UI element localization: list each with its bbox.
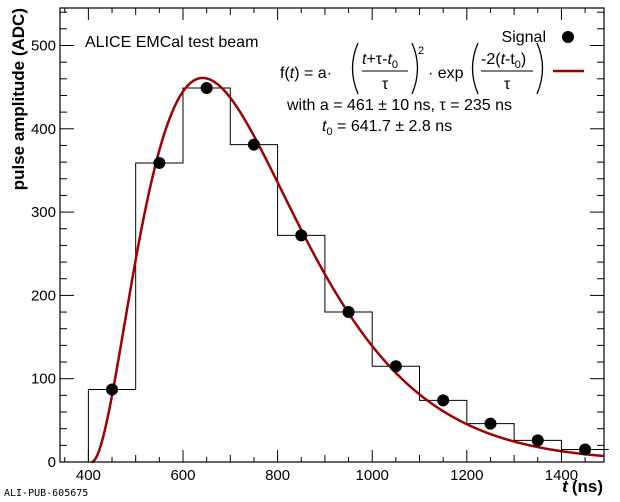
annotation-title: ALICE EMCal test beam	[85, 34, 258, 51]
signal-point	[531, 434, 544, 447]
frac2-num-a: -2(	[481, 51, 501, 68]
frac1-numerator: t+τ-t0	[362, 51, 398, 71]
signal-point	[437, 394, 450, 407]
x-tick-labels: 400 600 800 1000 1200 1400	[76, 467, 578, 484]
x-axis-unit: (ns)	[572, 477, 603, 496]
signal-points-layer	[106, 81, 592, 456]
signal-point	[295, 229, 308, 242]
y-tick-label: 500	[31, 37, 56, 54]
params-t0-value: = 641.7 ± 2.8 ns	[333, 118, 453, 135]
signal-point	[247, 138, 260, 151]
x-tick-label: 400	[76, 467, 101, 484]
frac1-num-c: t	[387, 51, 392, 68]
formula-paren-right-2	[536, 42, 544, 95]
y-axis-title: pulse amplitude (ADC)	[9, 8, 28, 190]
formula-var: t	[290, 65, 295, 82]
formula-lhs: f(t) = a·	[280, 65, 332, 82]
x-tick-label: 800	[265, 467, 290, 484]
y-tick-labels: 0 100 200 300 400 500	[31, 37, 56, 471]
x-tick-label: 1200	[450, 467, 483, 484]
signal-point	[579, 443, 592, 456]
formula-paren-right-1	[411, 42, 419, 95]
frac2-numerator: -2(t-t0)	[481, 51, 526, 71]
params-line-1: with a = 461 ± 10 ns, τ = 235 ns	[286, 97, 512, 114]
x-tick-label: 600	[170, 467, 195, 484]
frac1-denominator: τ	[382, 76, 389, 93]
formula-paren-left-1	[351, 42, 359, 95]
legend-signal-marker	[562, 31, 574, 43]
histogram-outline	[87, 87, 609, 462]
x-tick-label: 1000	[356, 467, 389, 484]
signal-point	[200, 81, 213, 94]
formula-mid: ) = a·	[294, 65, 332, 82]
histogram-layer	[87, 87, 609, 462]
y-tick-label: 300	[31, 204, 56, 221]
formula-prefix: f(	[280, 65, 290, 82]
formula-paren-left-2	[471, 42, 479, 95]
signal-point	[389, 360, 402, 373]
y-tick-label: 0	[48, 454, 56, 471]
formula-exp: · exp	[428, 65, 464, 82]
frac1-num-a: t	[362, 51, 367, 68]
y-tick-label: 400	[31, 121, 56, 138]
frac2-num-d: )	[521, 51, 526, 68]
x-axis-title: t (ns)	[562, 477, 603, 496]
frac2-num-c: -t	[505, 51, 515, 68]
x-axis-var: t	[562, 477, 569, 496]
signal-point	[342, 306, 355, 319]
signal-point	[484, 417, 497, 430]
params-t0-sub: 0	[326, 126, 332, 138]
legend-signal-label: Signal	[502, 29, 546, 46]
plot-frame	[59, 7, 605, 463]
frac2-num-b: t	[501, 51, 506, 68]
publication-id: ALI-PUB-605675	[4, 488, 88, 499]
params-line-2: t0 = 641.7 ± 2.8 ns	[322, 118, 452, 138]
x-tick-label: 1400	[545, 467, 578, 484]
frac2-denominator: τ	[504, 76, 511, 93]
frac2-num-sub: 0	[515, 59, 521, 71]
params-t0-var: t	[322, 118, 327, 135]
frac1-num-sub: 0	[392, 59, 398, 71]
frac1-num-b: +τ-	[366, 51, 387, 68]
axis-ticks	[60, 8, 604, 463]
signal-point	[153, 156, 166, 169]
signal-point	[106, 383, 119, 396]
frac1-power: 2	[418, 45, 424, 57]
y-tick-label: 200	[31, 287, 56, 304]
y-tick-label: 100	[31, 371, 56, 388]
